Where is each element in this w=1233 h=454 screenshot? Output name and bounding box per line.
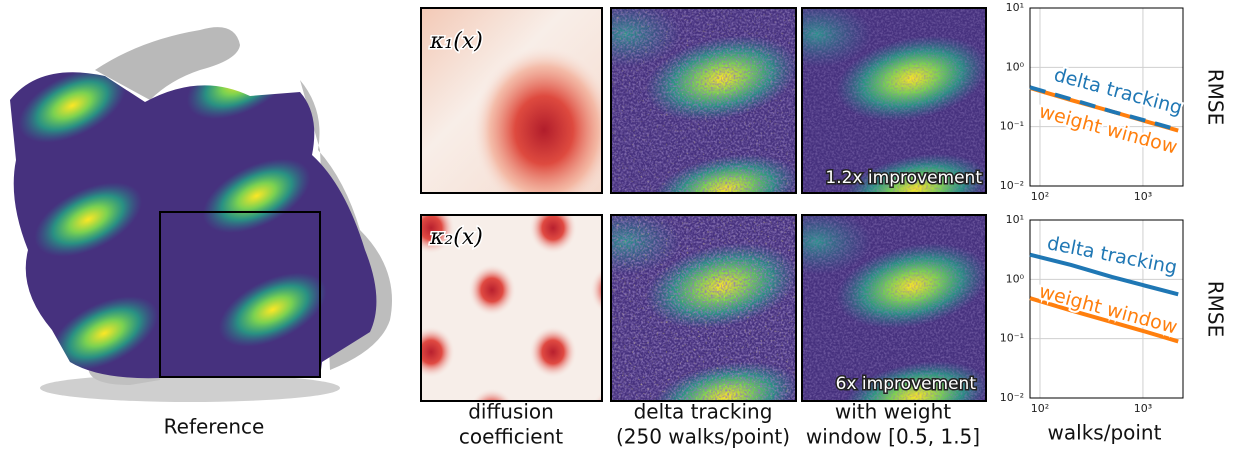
weight-window-image bbox=[802, 215, 986, 401]
improvement-label: 1.2x improvement bbox=[825, 168, 982, 188]
column-caption: with weight bbox=[835, 400, 951, 424]
y-axis-label: RMSE bbox=[1204, 281, 1228, 337]
improvement-label: 6x improvement bbox=[836, 374, 977, 394]
series-line bbox=[1029, 252, 1179, 297]
x-axis-label: walks/point bbox=[1048, 421, 1162, 445]
y-tick-label: 10¹ bbox=[1006, 1, 1024, 14]
panel-frames bbox=[420, 7, 987, 402]
delta-tracking-image bbox=[611, 215, 796, 401]
series-line bbox=[1029, 85, 1179, 132]
column-caption: diffusion bbox=[468, 400, 554, 424]
y-tick-label: 10⁻¹ bbox=[1000, 120, 1024, 133]
series-line bbox=[1029, 296, 1179, 344]
y-tick-label: 10⁻² bbox=[1000, 391, 1024, 404]
x-tick-label: 10³ bbox=[1134, 190, 1152, 203]
y-tick-label: 10⁻² bbox=[1000, 179, 1024, 192]
y-axis-label: RMSE bbox=[1204, 69, 1228, 125]
weight-window-image bbox=[802, 8, 986, 193]
column-caption: coefficient bbox=[459, 425, 563, 449]
column-caption: (250 walks/point) bbox=[616, 425, 790, 449]
column-caption: window [0.5, 1.5] bbox=[806, 425, 980, 449]
y-tick-label: 10⁰ bbox=[1006, 272, 1025, 285]
coefficient-label: κ₂(x) bbox=[429, 225, 483, 250]
coefficient-image bbox=[421, 8, 602, 193]
x-tick-label: 10² bbox=[1031, 402, 1049, 415]
coefficient-image bbox=[421, 215, 602, 401]
x-tick-label: 10² bbox=[1031, 190, 1049, 203]
bunny-render bbox=[10, 27, 392, 402]
coefficient-label: κ₁(x) bbox=[429, 29, 483, 54]
reference-caption: Reference bbox=[164, 415, 265, 439]
plot-area bbox=[1030, 220, 1183, 398]
plot-frame bbox=[1029, 219, 1184, 399]
y-tick-label: 10¹ bbox=[1006, 213, 1024, 226]
delta-tracking-image bbox=[611, 8, 796, 193]
y-tick-label: 10⁰ bbox=[1006, 60, 1025, 73]
plot-frame bbox=[1029, 7, 1184, 187]
column-caption: delta tracking bbox=[634, 400, 773, 424]
y-tick-label: 10⁻¹ bbox=[1000, 332, 1024, 345]
x-tick-label: 10³ bbox=[1134, 402, 1152, 415]
